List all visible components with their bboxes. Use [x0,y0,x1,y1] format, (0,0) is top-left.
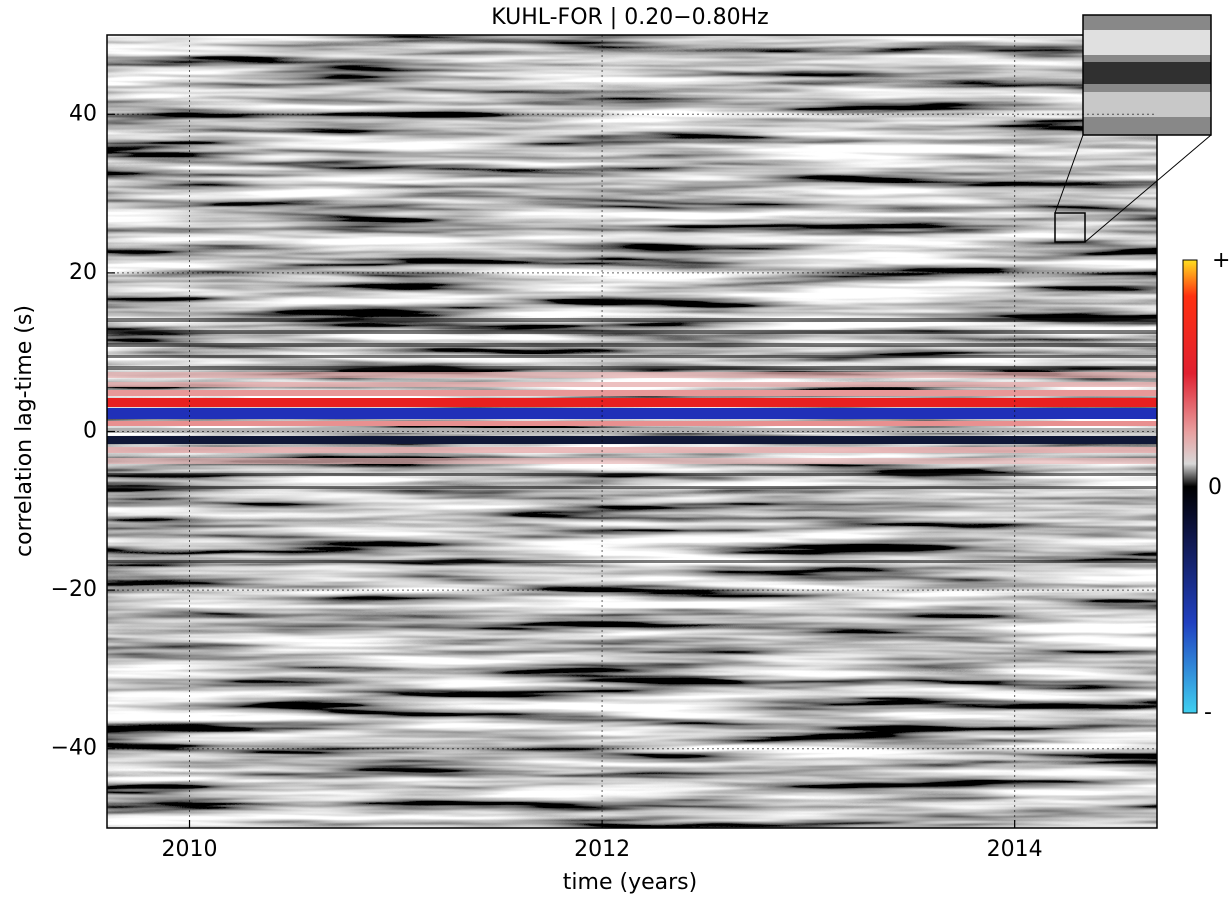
x-tick-label: 2010 [162,837,218,862]
colorbar [1182,259,1198,714]
y-tick-label: 0 [83,419,97,444]
x-tick-label: 2012 [574,837,630,862]
colorbar-label: 0 [1208,475,1222,500]
y-axis-label: correlation lag-time (s) [12,305,37,557]
zoom-inset [1054,14,1212,243]
y-tick-label: −40 [51,736,97,761]
x-tick-label: 2014 [987,837,1043,862]
x-axis-label: time (years) [563,870,697,895]
colorbar-label: - [1204,700,1212,725]
y-tick-label: 20 [69,260,97,285]
y-tick-label: 40 [69,101,97,126]
y-tick-label: −20 [51,577,97,602]
colorbar-label: + [1212,248,1229,273]
chart-title: KUHL-FOR | 0.20−0.80Hz [491,5,768,30]
